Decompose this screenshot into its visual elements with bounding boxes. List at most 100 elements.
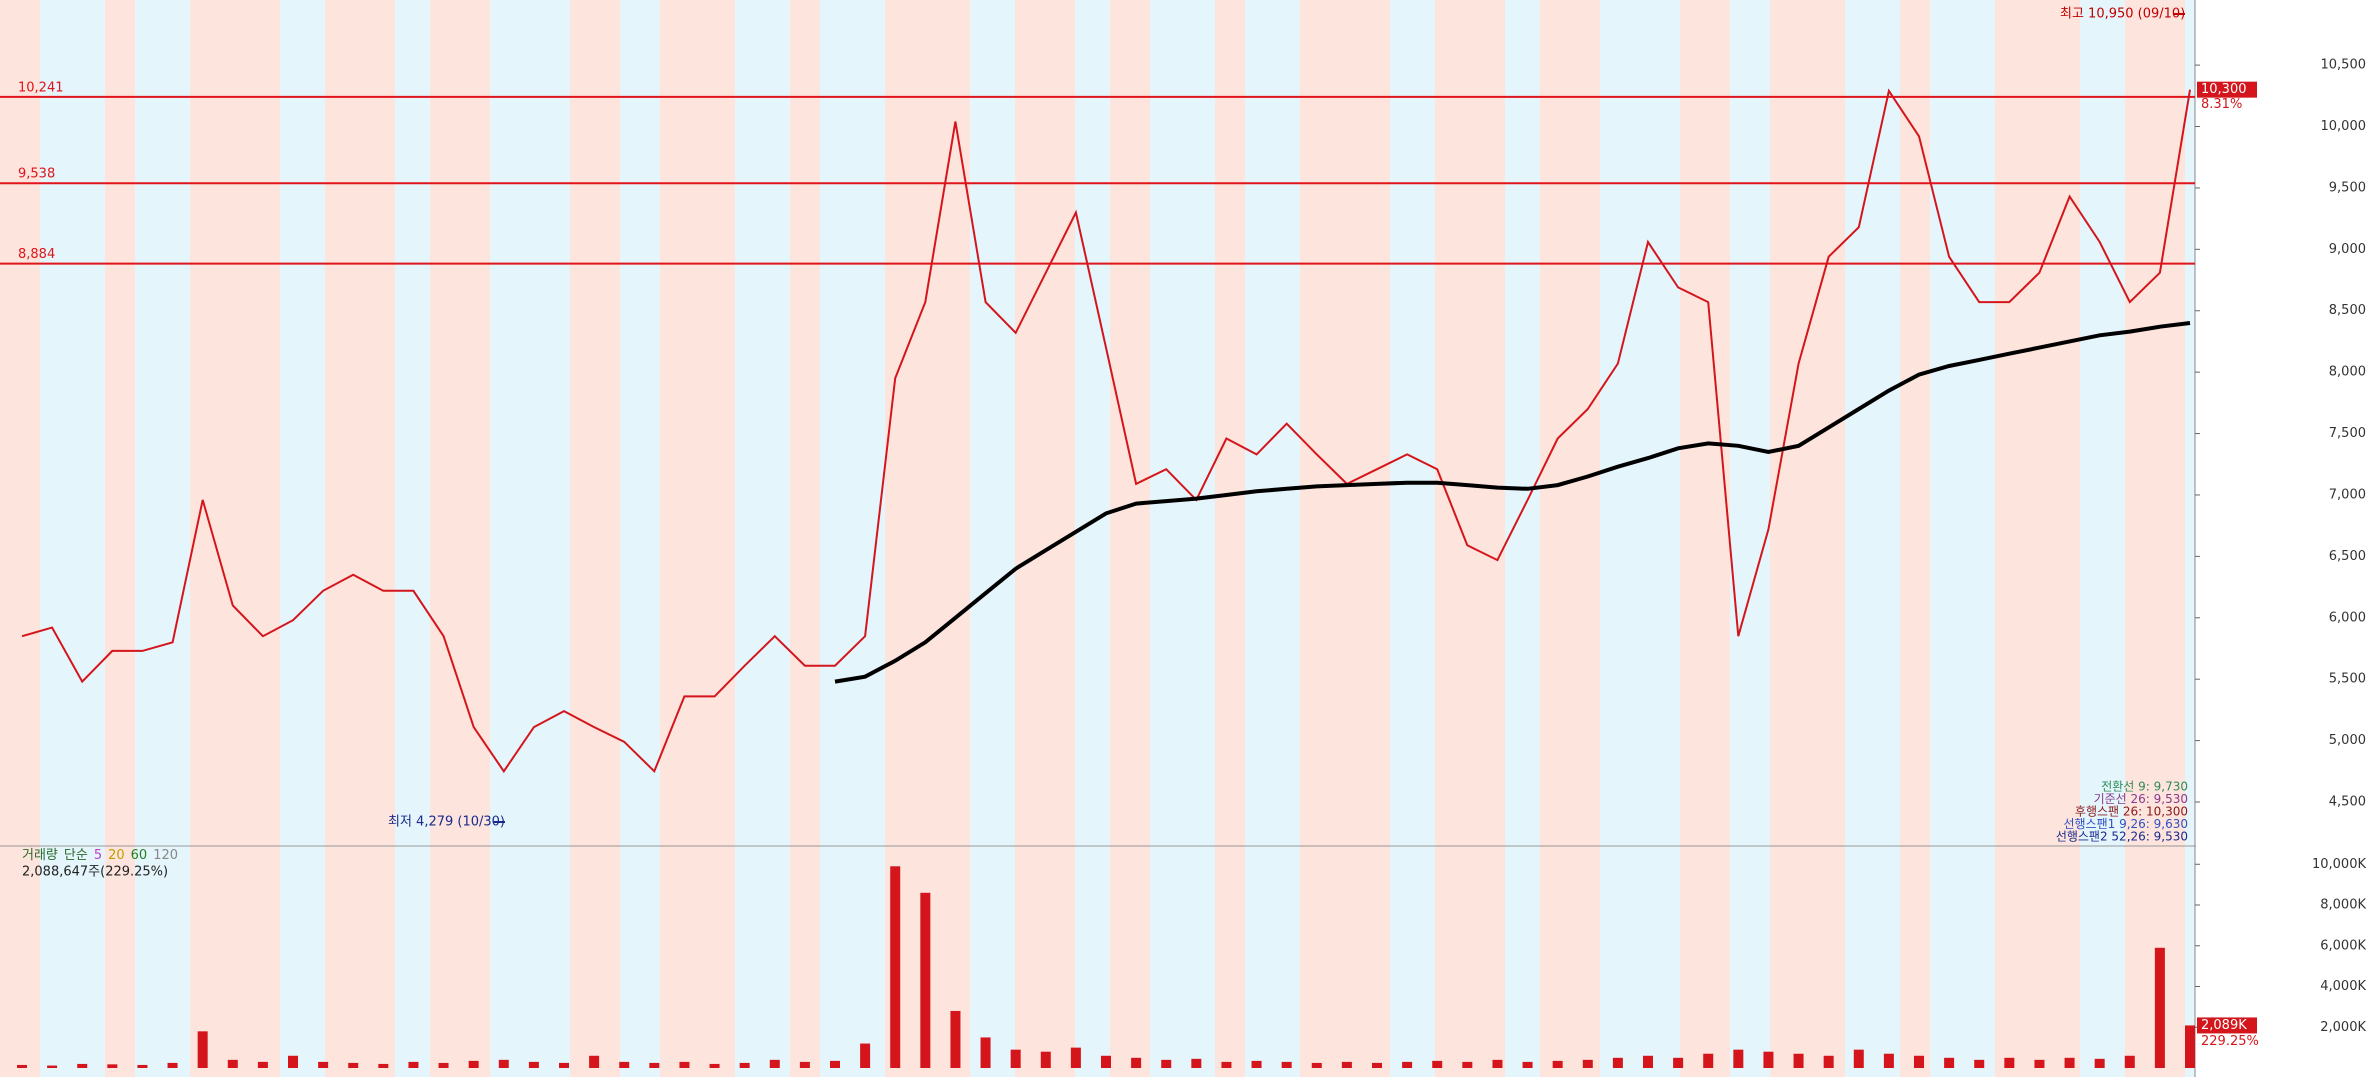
volume-summary: 2,088,647주(229.25%) (22, 865, 168, 880)
y-tick-label: 7,500 (2329, 426, 2366, 441)
volume-bar (799, 1061, 810, 1068)
background-band (1995, 0, 2080, 1077)
volume-bar (860, 1043, 871, 1068)
volume-bar (709, 1063, 720, 1068)
background-band (1390, 0, 1435, 1077)
volume-bar (107, 1064, 118, 1068)
volume-bar (1311, 1062, 1322, 1068)
volume-bar (288, 1055, 298, 1068)
background-band (1845, 0, 1900, 1077)
volume-bar (1643, 1055, 1653, 1068)
legend-entry: 20 (108, 848, 125, 863)
y-tick-label: 6,000 (2329, 610, 2366, 625)
volume-bar (498, 1059, 509, 1068)
volume-bar (1673, 1057, 1684, 1068)
volume-bar (468, 1060, 479, 1068)
indicator-legend: 선행스팬1 9,26: 9,630 (2063, 816, 2188, 831)
y-tick-label: 6,500 (2329, 549, 2366, 564)
y-tick-label: 9,000 (2329, 242, 2366, 257)
volume-bar (227, 1059, 238, 1068)
background-band (790, 0, 820, 1077)
background-band (0, 0, 40, 1077)
volume-bar (1432, 1060, 1443, 1068)
background-band (1505, 0, 1540, 1077)
background-band (1245, 0, 1300, 1077)
background-band (1300, 0, 1390, 1077)
background-band (1730, 0, 1770, 1077)
volume-bar (1131, 1057, 1142, 1068)
y-tick-label: 4,000K (2320, 979, 2366, 994)
volume-bar (1552, 1060, 1563, 1068)
y-tick-label: 8,500 (2329, 303, 2366, 318)
background-band (1110, 0, 1150, 1077)
volume-bar (1914, 1055, 1924, 1068)
volume-change: 229.25% (2201, 1034, 2259, 1049)
indicator-legend: 선행스팬2 52,26: 9,530 (2056, 829, 2188, 844)
background-band (620, 0, 660, 1077)
volume-bar (1733, 1049, 1744, 1068)
volume-bar (1944, 1057, 1955, 1068)
background-band (1540, 0, 1600, 1077)
background-band (1680, 0, 1730, 1077)
background-band (735, 0, 790, 1077)
volume-bar (1040, 1051, 1051, 1068)
volume-bar (980, 1037, 991, 1068)
y-tick-label: 4,500 (2329, 795, 2366, 810)
legend-entry: 120 (153, 848, 178, 863)
background-band (2080, 0, 2125, 1077)
y-tick-label: 8,000K (2320, 898, 2366, 913)
volume-bar (679, 1061, 690, 1068)
background-band (430, 0, 490, 1077)
background-band (1930, 0, 1995, 1077)
y-tick-label: 6,000K (2320, 938, 2366, 953)
y-tick-label: 2,000K (2320, 1020, 2366, 1035)
price-line (834, 321, 2191, 684)
volume-bar (528, 1061, 539, 1068)
volume-bar (1402, 1061, 1413, 1068)
y-tick-label: 10,500 (2321, 58, 2367, 73)
volume-bar (2185, 1025, 2195, 1068)
price-tag-box (2197, 81, 2257, 98)
volume-bar (167, 1062, 178, 1068)
volume-bar (1161, 1059, 1172, 1068)
y-tick-label: 8,000 (2329, 365, 2366, 380)
background-band (490, 0, 570, 1077)
volume-bar (438, 1062, 449, 1068)
volume-bar (1101, 1055, 1111, 1068)
background-band (40, 0, 105, 1077)
background-band (105, 0, 135, 1077)
volume-bar (1793, 1053, 1804, 1068)
indicator-legend: 기준선 26: 9,530 (2094, 792, 2188, 806)
price-change: 8.31% (2201, 97, 2242, 112)
volume-bar (1341, 1061, 1352, 1068)
volume-bar (1462, 1061, 1473, 1068)
reference-label: 8,884 (18, 247, 55, 262)
background-band (570, 0, 620, 1077)
axis-panel (2196, 0, 2374, 1077)
volume-bar (318, 1061, 329, 1068)
volume-bar (1281, 1061, 1292, 1068)
background-band (1150, 0, 1215, 1077)
background-band (325, 0, 395, 1077)
volume-bar (950, 1010, 961, 1068)
y-tick-label: 9,500 (2329, 180, 2366, 195)
volume-bar (2124, 1055, 2135, 1068)
legend-entry: 거래량 (22, 848, 58, 863)
volume-bar (1070, 1047, 1081, 1068)
volume-bar (2064, 1057, 2075, 1068)
volume-bar (2094, 1058, 2105, 1068)
volume-bar (1763, 1051, 1774, 1068)
background-band (1770, 0, 1845, 1077)
volume-bar (1883, 1053, 1894, 1068)
volume-bar (1853, 1049, 1864, 1068)
background-band (2185, 0, 2195, 1077)
volume-bar (1251, 1060, 1262, 1068)
volume-bar (589, 1055, 600, 1068)
volume-bar (47, 1065, 58, 1068)
volume-legend: 거래량 단순 5 20 60 120 (22, 848, 178, 863)
y-tick-label: 5,500 (2329, 672, 2366, 687)
volume-bar (649, 1062, 660, 1068)
reference-label: 9,538 (18, 167, 55, 182)
background-band (1600, 0, 1680, 1077)
